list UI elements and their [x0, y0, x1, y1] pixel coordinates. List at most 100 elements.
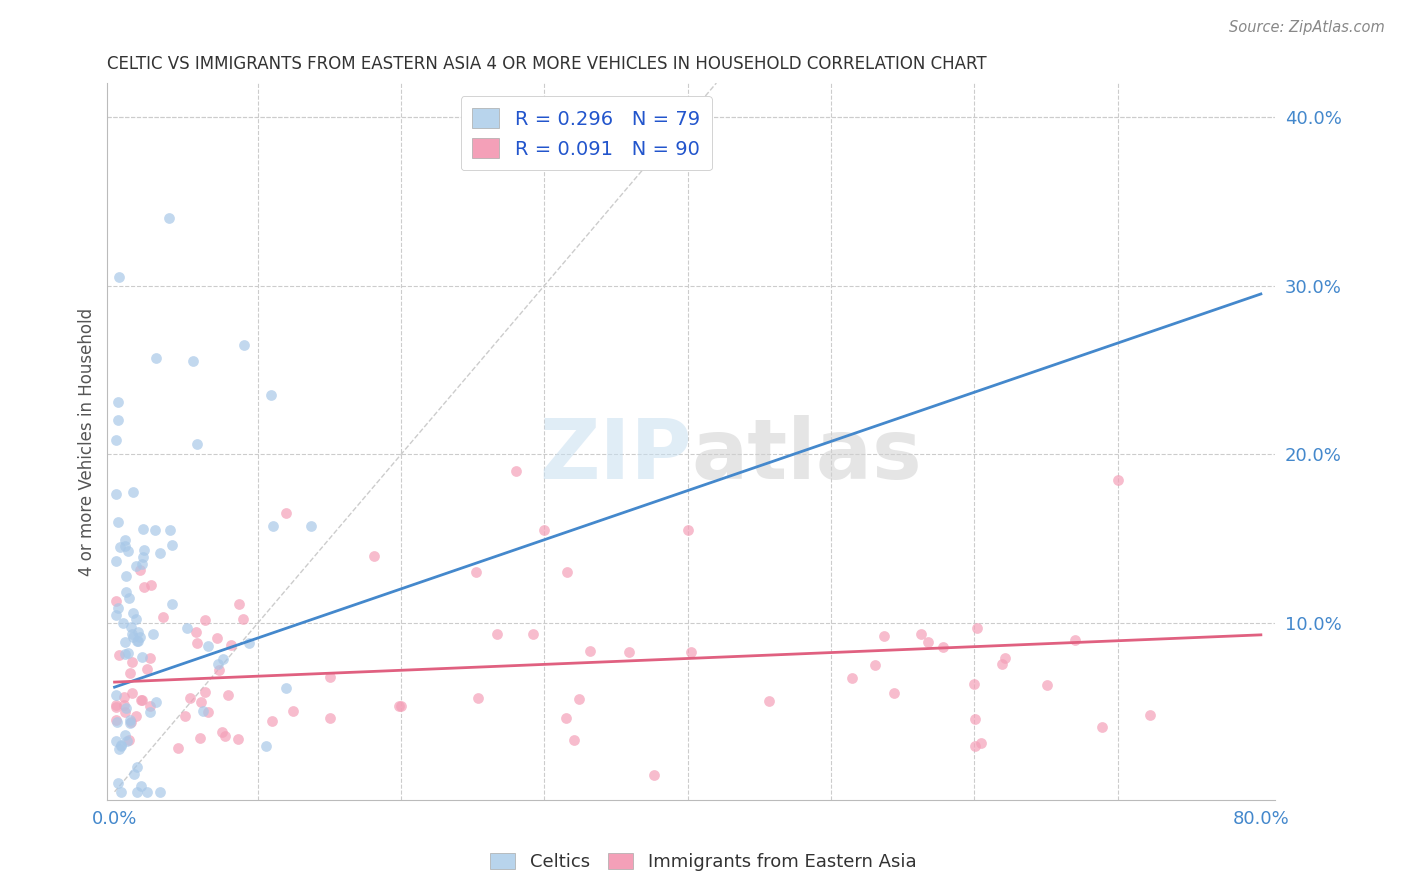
- Point: [114, 648, 136, 662]
- Point: [260, 714, 283, 728]
- Point: [118, 732, 141, 747]
- Point: [125, 708, 148, 723]
- Point: [125, 785, 148, 799]
- Point: [128, 563, 150, 577]
- Point: [121, 627, 143, 641]
- Text: atlas: atlas: [692, 416, 922, 497]
- Y-axis label: 4 or more Vehicles in Household: 4 or more Vehicles in Household: [79, 308, 96, 575]
- Point: [136, 785, 159, 799]
- Point: [262, 519, 284, 533]
- Point: [194, 685, 217, 699]
- Point: [120, 713, 142, 727]
- Point: [111, 616, 134, 631]
- Point: [179, 690, 201, 705]
- Point: [863, 658, 886, 673]
- Point: [122, 766, 145, 780]
- Point: [117, 646, 139, 660]
- Point: [149, 785, 172, 799]
- Point: [533, 523, 555, 537]
- Point: [254, 739, 277, 754]
- Point: [963, 739, 986, 753]
- Point: [108, 540, 131, 554]
- Point: [143, 523, 166, 537]
- Point: [159, 523, 181, 537]
- Point: [1139, 708, 1161, 723]
- Point: [139, 706, 162, 720]
- Point: [276, 506, 298, 520]
- Point: [557, 566, 579, 580]
- Point: [131, 693, 153, 707]
- Point: [107, 413, 129, 427]
- Point: [115, 701, 138, 715]
- Point: [1036, 678, 1059, 692]
- Point: [873, 629, 896, 643]
- Point: [226, 731, 249, 746]
- Point: [207, 657, 229, 671]
- Legend: Celtics, Immigrants from Eastern Asia: Celtics, Immigrants from Eastern Asia: [482, 846, 924, 879]
- Point: [160, 597, 183, 611]
- Point: [121, 484, 143, 499]
- Point: [115, 585, 138, 599]
- Point: [214, 729, 236, 743]
- Point: [114, 635, 136, 649]
- Point: [107, 601, 129, 615]
- Point: [676, 523, 699, 537]
- Point: [1064, 633, 1087, 648]
- Point: [125, 760, 148, 774]
- Point: [107, 742, 129, 756]
- Point: [617, 644, 640, 658]
- Point: [117, 734, 139, 748]
- Point: [464, 566, 486, 580]
- Point: [211, 725, 233, 739]
- Point: [104, 713, 127, 727]
- Point: [486, 626, 509, 640]
- Point: [139, 699, 162, 714]
- Point: [578, 644, 600, 658]
- Point: [120, 620, 142, 634]
- Point: [127, 625, 149, 640]
- Point: [110, 738, 132, 752]
- Point: [679, 645, 702, 659]
- Text: ZIP: ZIP: [538, 416, 692, 497]
- Point: [127, 634, 149, 648]
- Text: Source: ZipAtlas.com: Source: ZipAtlas.com: [1229, 20, 1385, 35]
- Point: [107, 515, 129, 529]
- Point: [131, 779, 153, 793]
- Point: [176, 621, 198, 635]
- Point: [190, 695, 212, 709]
- Point: [118, 666, 141, 681]
- Point: [131, 649, 153, 664]
- Point: [963, 677, 986, 691]
- Legend: R = 0.296   N = 79, R = 0.091   N = 90: R = 0.296 N = 79, R = 0.091 N = 90: [461, 96, 711, 170]
- Point: [228, 597, 250, 611]
- Point: [104, 608, 127, 623]
- Point: [522, 627, 544, 641]
- Point: [129, 692, 152, 706]
- Point: [120, 715, 142, 730]
- Point: [128, 630, 150, 644]
- Point: [197, 705, 219, 719]
- Point: [121, 656, 143, 670]
- Point: [363, 549, 385, 563]
- Point: [149, 546, 172, 560]
- Point: [260, 388, 283, 402]
- Point: [125, 634, 148, 648]
- Point: [238, 636, 260, 650]
- Point: [105, 714, 128, 729]
- Point: [138, 651, 160, 665]
- Point: [186, 636, 208, 650]
- Point: [104, 553, 127, 567]
- Point: [132, 543, 155, 558]
- Point: [107, 648, 129, 662]
- Point: [232, 337, 254, 351]
- Point: [917, 635, 939, 649]
- Point: [152, 610, 174, 624]
- Point: [963, 712, 986, 726]
- Point: [110, 785, 132, 799]
- Text: CELTIC VS IMMIGRANTS FROM EASTERN ASIA 4 OR MORE VEHICLES IN HOUSEHOLD CORRELATI: CELTIC VS IMMIGRANTS FROM EASTERN ASIA 4…: [107, 55, 987, 73]
- Point: [104, 688, 127, 702]
- Point: [388, 699, 411, 714]
- Point: [191, 705, 214, 719]
- Point: [1107, 473, 1129, 487]
- Point: [319, 669, 342, 683]
